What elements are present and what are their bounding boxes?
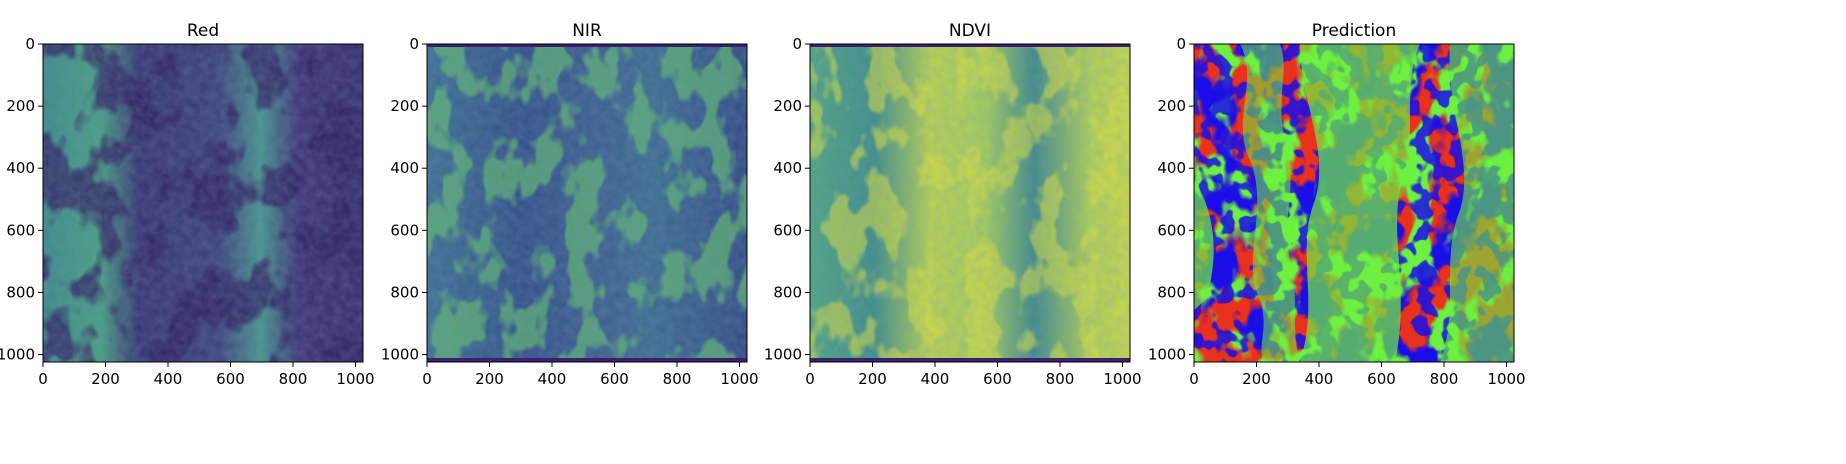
x-tick-label: 200: [1242, 370, 1271, 388]
panel-nir: [426, 43, 748, 363]
panel-title: NIR: [572, 21, 602, 41]
x-tick-label: 1000: [1487, 370, 1525, 388]
x-tick-label: 400: [921, 370, 950, 388]
y-tick-label: 0: [792, 35, 802, 53]
y-tick-label: 800: [390, 283, 419, 301]
x-tick-label: 1000: [1103, 370, 1141, 388]
y-tick-label: 400: [1157, 159, 1186, 177]
panel-title: Prediction: [1312, 21, 1396, 41]
panel-title: Red: [187, 21, 219, 41]
x-tick-label: 1000: [336, 370, 374, 388]
y-tick-label: 400: [6, 159, 35, 177]
x-tick-label: 600: [1367, 370, 1396, 388]
y-tick-label: 0: [25, 35, 35, 53]
panel-title: NDVI: [949, 21, 991, 41]
x-tick-label: 400: [538, 370, 567, 388]
x-tick-label: 400: [154, 370, 183, 388]
x-tick-label: 0: [38, 370, 48, 388]
x-tick-label: 200: [858, 370, 887, 388]
y-tick-label: 800: [773, 283, 802, 301]
x-tick-label: 600: [983, 370, 1012, 388]
y-tick-label: 200: [773, 97, 802, 115]
y-tick-label: 200: [6, 97, 35, 115]
x-tick-label: 600: [216, 370, 245, 388]
y-tick-label: 600: [773, 221, 802, 239]
x-tick-label: 0: [805, 370, 815, 388]
y-tick-label: 400: [773, 159, 802, 177]
y-tick-label: 800: [6, 283, 35, 301]
panel-red: [42, 43, 364, 363]
y-tick-label: 1000: [1148, 346, 1186, 364]
y-tick-label: 1000: [0, 346, 35, 364]
x-tick-label: 1000: [720, 370, 758, 388]
y-tick-label: 1000: [764, 346, 802, 364]
x-tick-label: 800: [663, 370, 692, 388]
panel-prediction: [1193, 43, 1515, 363]
y-tick-label: 0: [1176, 35, 1186, 53]
y-tick-label: 200: [1157, 97, 1186, 115]
y-tick-label: 0: [409, 35, 419, 53]
y-tick-label: 600: [1157, 221, 1186, 239]
panel-ndvi: [809, 43, 1131, 363]
x-tick-label: 0: [422, 370, 432, 388]
y-tick-label: 200: [390, 97, 419, 115]
y-tick-label: 1000: [381, 346, 419, 364]
x-tick-label: 800: [1430, 370, 1459, 388]
x-tick-label: 600: [600, 370, 629, 388]
x-tick-label: 800: [1046, 370, 1075, 388]
x-tick-label: 400: [1305, 370, 1334, 388]
x-tick-label: 200: [475, 370, 504, 388]
x-tick-label: 200: [91, 370, 120, 388]
y-tick-label: 600: [390, 221, 419, 239]
y-tick-label: 800: [1157, 283, 1186, 301]
x-tick-label: 0: [1189, 370, 1199, 388]
x-tick-label: 800: [279, 370, 308, 388]
y-tick-label: 400: [390, 159, 419, 177]
y-tick-label: 600: [6, 221, 35, 239]
